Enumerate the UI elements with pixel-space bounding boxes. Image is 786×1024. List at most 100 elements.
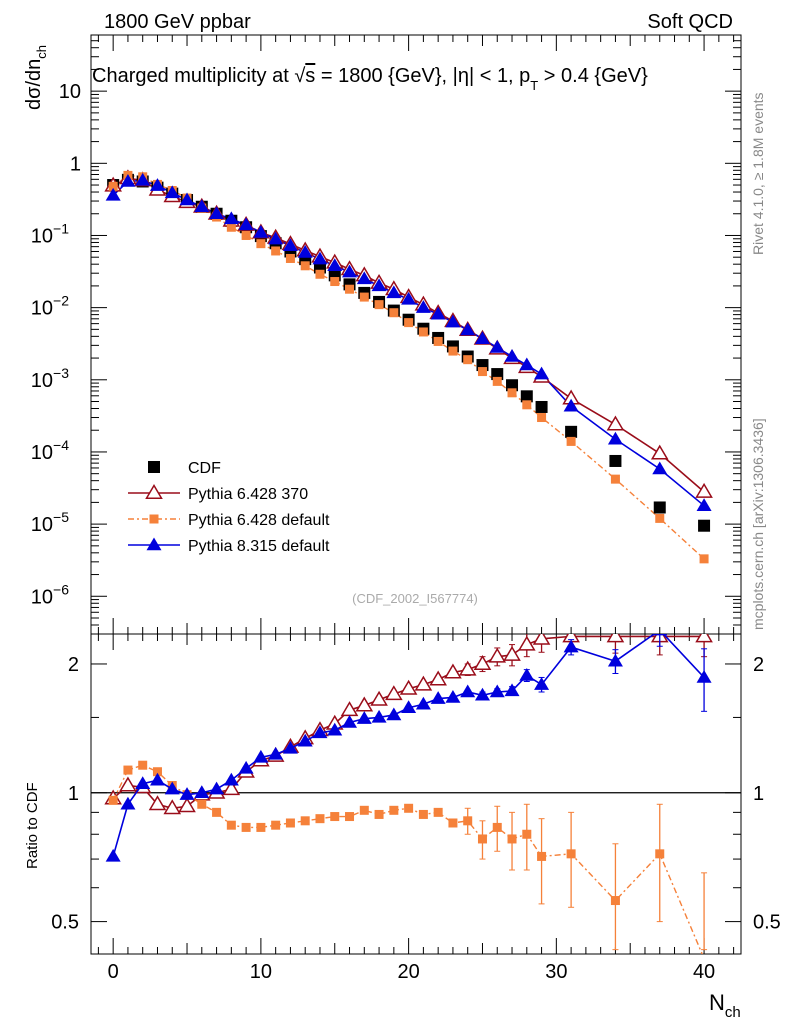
- header-left: 1800 GeV ppbar: [104, 11, 251, 33]
- main-y-tick-label: 10−2: [31, 293, 69, 320]
- ratio-point-pythia8-default: [519, 667, 535, 681]
- main-title: Charged multiplicity at √s = 1800 {GeV},…: [92, 65, 648, 93]
- point-pythia8-default: [149, 178, 165, 191]
- line-pythia8-default: [112, 179, 705, 507]
- ratio-point-pythia8-default: [179, 787, 195, 800]
- legend-marker-pythia6-370: [145, 484, 163, 499]
- ratio-point-pythia6-default: [330, 812, 340, 822]
- point-pythia6-default: [404, 318, 414, 328]
- point-pythia8-default: [460, 322, 476, 336]
- point-pythia8-default: [327, 258, 343, 272]
- title-sqrt: √: [294, 65, 305, 87]
- ratio-point-pythia8-default: [209, 781, 225, 795]
- ratio-point-pythia6-default: [285, 818, 295, 828]
- point-pythia8-default: [268, 231, 284, 245]
- point-pythia8-default: [238, 217, 254, 231]
- ratio-panel-frame: [90, 633, 742, 955]
- legend-label-pythia8-default: Pythia 8.315 default: [188, 538, 330, 555]
- point-cdf: [520, 390, 533, 403]
- point-pythia8-default: [563, 398, 579, 412]
- ratio-point-pythia6-default: [138, 760, 148, 770]
- ratio-point-pythia6-370: [488, 647, 507, 663]
- x-axis-label: Nch: [709, 990, 741, 1021]
- legend-label-pythia6-370: Pythia 6.428 370: [188, 486, 308, 503]
- point-pythia8-default: [209, 206, 225, 219]
- point-pythia6-default: [566, 436, 576, 446]
- point-cdf: [653, 501, 666, 514]
- ratio-point-pythia6-default: [463, 816, 473, 826]
- ratio-point-pythia6-370: [473, 654, 492, 670]
- point-pythia8-default: [135, 172, 151, 186]
- point-pythia8-default: [474, 331, 490, 345]
- point-pythia6-default: [330, 277, 340, 287]
- ratio-point-pythia6-default: [300, 816, 310, 826]
- point-pythia6-default: [241, 230, 251, 240]
- ratio-y-tick-label: 1: [68, 783, 79, 805]
- point-pythia6-370: [606, 415, 625, 431]
- ratio-point-pythia8-default: [223, 772, 239, 786]
- x-tick-label: 20: [397, 961, 419, 983]
- ratio-ylabel: Ratio to CDF: [24, 782, 41, 869]
- ratio-point-pythia6-370: [458, 660, 477, 676]
- legend: CDF Pythia 6.428 370 Pythia 6.428 default P…: [128, 460, 330, 555]
- ratio-point-pythia6-default: [345, 812, 355, 822]
- point-pythia6-default: [610, 474, 620, 484]
- legend-marker-cdf: [148, 461, 160, 473]
- ratio-point-pythia8-default: [474, 687, 490, 701]
- ratio-line-pythia6-default: [112, 764, 703, 954]
- legend-label-pythia6-default: Pythia 6.428 default: [188, 512, 330, 529]
- point-pythia8-default: [489, 340, 505, 353]
- point-pythia6-default: [537, 413, 547, 423]
- ratio-point-pythia8-default: [445, 689, 461, 703]
- point-pythia6-default: [433, 336, 443, 346]
- ratio-point-pythia8-default: [149, 772, 165, 786]
- ratio-point-pythia8-default: [164, 781, 180, 795]
- point-pythia8-default: [504, 349, 520, 362]
- point-pythia8-default: [297, 245, 313, 258]
- ratio-point-pythia6-default: [507, 834, 517, 844]
- x-tick-label: 30: [545, 961, 567, 983]
- ratio-point-pythia6-default: [315, 814, 325, 824]
- point-pythia8-default: [401, 291, 417, 305]
- ratio-y-tick-label: 0.5: [51, 912, 79, 934]
- point-pythia8-default: [519, 357, 535, 371]
- point-pythia8-default: [120, 173, 136, 187]
- point-pythia8-default: [445, 314, 461, 328]
- main-y-tick-label: 10−6: [31, 581, 69, 608]
- ratio-line-pythia8-default: [112, 634, 705, 857]
- ratio-point-pythia8-default: [253, 749, 269, 763]
- point-pythia6-370: [695, 482, 713, 498]
- ratio-point-pythia6-default: [477, 834, 487, 844]
- title-part-3: > 0.4 {GeV}: [538, 65, 648, 87]
- legend-marker-pythia8-default: [146, 537, 162, 551]
- ratio-point-pythia6-370: [695, 634, 713, 643]
- ratio-point-pythia8-default: [105, 848, 121, 862]
- ratio-point-pythia6-default: [241, 822, 251, 832]
- point-pythia6-default: [418, 327, 428, 337]
- ratio-point-pythia8-default: [297, 733, 313, 747]
- main-y-tick-label: 10−3: [31, 365, 69, 392]
- ratio-point-pythia6-370: [399, 679, 418, 695]
- ratio-point-pythia6-default: [522, 829, 532, 839]
- ratio-point-pythia8-default: [386, 707, 402, 721]
- title-part-1: Charged multiplicity at: [92, 65, 294, 87]
- point-pythia6-default: [699, 554, 709, 564]
- point-pythia6-default: [448, 346, 458, 356]
- point-pythia8-default: [253, 224, 269, 238]
- ratio-point-pythia8-default: [268, 746, 284, 760]
- point-pythia6-default: [507, 388, 517, 398]
- ratio-y-tick-label: 2: [68, 654, 79, 676]
- point-cdf: [609, 454, 622, 467]
- point-cdf: [565, 425, 578, 438]
- legend-label-cdf: CDF: [188, 460, 221, 477]
- point-pythia8-default: [386, 285, 402, 299]
- ratio-point-pythia6-default: [256, 822, 266, 832]
- ratio-point-pythia8-default: [238, 760, 254, 774]
- side-label-bottom: mcplots.cern.ch [arXiv:1306.3436]: [750, 418, 766, 630]
- point-pythia6-default: [108, 181, 118, 191]
- ratio-point-pythia6-default: [655, 849, 665, 859]
- main-y-tick-label: 10: [59, 81, 81, 103]
- point-pythia8-default: [105, 187, 121, 201]
- ratio-point-pythia8-default: [534, 677, 550, 690]
- point-pythia6-370: [650, 444, 669, 460]
